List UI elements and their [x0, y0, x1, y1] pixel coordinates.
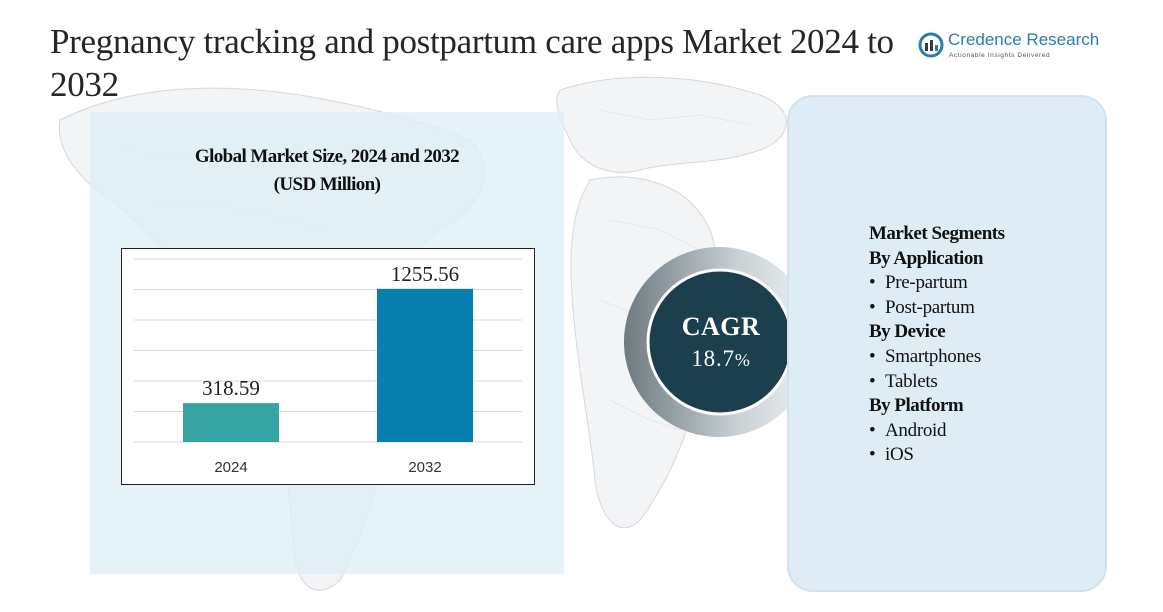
segment-heading-platform: By Platform — [869, 395, 964, 417]
bullet: • — [869, 444, 876, 466]
bullet: • — [869, 272, 876, 294]
segment-item: • Android — [869, 419, 1109, 444]
bar-chart: 318.59 2024 1255.56 2032 — [134, 258, 522, 476]
chart-subtitle: (USD Million) — [273, 174, 381, 195]
segment-item-label: Android — [885, 419, 947, 441]
segment-item: • Tablets — [869, 370, 1109, 395]
bar-value-label: 318.59 — [202, 376, 260, 400]
segment-item: • iOS — [869, 443, 1109, 468]
bar-value-label: 1255.56 — [391, 262, 459, 286]
bullet: • — [869, 296, 876, 318]
chart-title: Global Market Size, 2024 and 2032 — [194, 146, 460, 167]
segment-heading-application: By Application — [869, 247, 983, 269]
bullet: • — [869, 370, 876, 392]
logo-tagline: Actionable Insights Delivered — [949, 52, 1051, 59]
chart-title-block: Global Market Size, 2024 and 2032 (USD M… — [90, 143, 564, 199]
segment-item-label: Pre-partum — [885, 272, 968, 294]
segment-item-label: Tablets — [885, 370, 938, 392]
cagr-inner-circle — [646, 268, 794, 416]
bar-2032 — [377, 288, 473, 442]
segment-item: • Pre-partum — [869, 271, 1109, 296]
bar-chart-frame: 318.59 2024 1255.56 2032 — [121, 248, 535, 485]
x-tick-label: 2024 — [214, 459, 247, 476]
cagr-circle — [624, 247, 814, 437]
segment-item-label: iOS — [885, 444, 914, 466]
segments-panel — [787, 95, 1107, 592]
segment-item-label: Smartphones — [885, 345, 981, 367]
segments-title: Market Segments — [869, 223, 1005, 244]
credence-research-logo: Credence Research Actionable Insights De… — [918, 30, 1118, 70]
cagr-unit: % — [734, 350, 751, 370]
x-tick-label: 2032 — [408, 459, 441, 476]
bar-2024 — [183, 403, 279, 442]
segment-item: • Post-partum — [869, 296, 1109, 321]
cagr-value: 18.7% — [651, 346, 791, 372]
page-title: Pregnancy tracking and postpartum care a… — [50, 22, 894, 104]
market-segments: Market Segments By Application • Pre-part… — [869, 222, 1109, 468]
segment-item-label: Post-partum — [885, 296, 975, 318]
logo-name: Credence Research — [948, 30, 1100, 49]
segment-item: • Smartphones — [869, 345, 1109, 370]
cagr-label: CAGR — [681, 312, 761, 341]
logo-icon — [918, 32, 944, 58]
cagr-number: 18.7 — [691, 346, 735, 371]
bullet: • — [869, 419, 876, 441]
bullet: • — [869, 345, 876, 367]
segment-heading-device: By Device — [869, 321, 946, 343]
